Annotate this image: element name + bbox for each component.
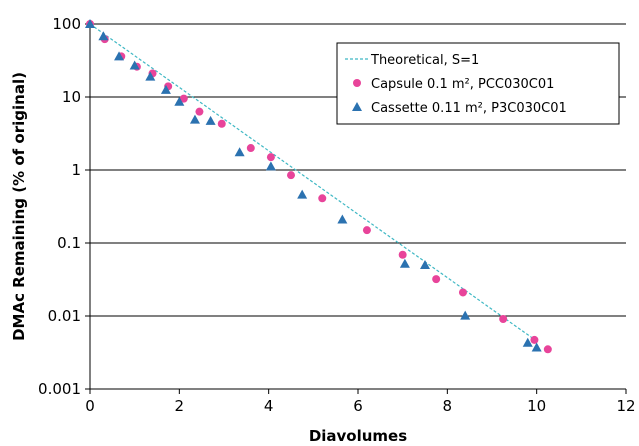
x-tick-label: 10 xyxy=(527,397,546,415)
cassette-point xyxy=(399,258,410,268)
x-tick-label: 2 xyxy=(175,397,185,415)
y-tick-label: 0.001 xyxy=(38,380,81,398)
tick-labels: 0.001 0.01 0.1 1 10 100 0 2 4 6 8 10 12 xyxy=(38,15,636,415)
cassette-point xyxy=(98,31,109,41)
y-tick-label: 10 xyxy=(62,88,81,106)
cassette-point xyxy=(460,310,471,320)
legend-circle-swatch xyxy=(353,79,361,87)
series-2 xyxy=(85,19,542,352)
cassette-point xyxy=(145,71,156,81)
legend-entry: Capsule 0.1 m², PCC030C01 xyxy=(371,77,554,92)
y-axis-label: DMAc Remaining (% of original) xyxy=(10,72,28,341)
capsule-point xyxy=(499,314,508,323)
capsule-point xyxy=(246,144,255,153)
legend-box xyxy=(336,42,620,125)
y-tick-label: 0.1 xyxy=(57,234,81,252)
capsule-point xyxy=(195,107,204,116)
cassette-point xyxy=(265,161,276,171)
legend-entry: Cassette 0.11 m², P3C030C01 xyxy=(371,101,567,116)
x-tick-label: 0 xyxy=(85,397,95,415)
capsule-point xyxy=(217,119,226,128)
cassette-point xyxy=(129,60,140,70)
capsule-point xyxy=(179,94,188,103)
capsule-point xyxy=(266,153,275,162)
cassette-point xyxy=(114,51,125,61)
theoretical-line xyxy=(89,23,538,342)
legend: Theoretical, S=1 Capsule 0.1 m², PCC030C0… xyxy=(336,42,620,125)
cassette-point xyxy=(174,96,185,106)
x-tick-label: 6 xyxy=(353,397,363,415)
y-tick-label: 100 xyxy=(52,15,81,33)
cassette-point xyxy=(297,189,308,199)
x-tick-label: 12 xyxy=(616,397,635,415)
cassette-point xyxy=(420,259,430,269)
cassette-point xyxy=(205,115,216,125)
data-series xyxy=(85,19,552,354)
cassette-point xyxy=(234,147,245,157)
capsule-point xyxy=(362,226,371,235)
capsule-point xyxy=(530,335,539,344)
capsule-point xyxy=(287,171,295,180)
legend-entry: Theoretical, S=1 xyxy=(370,53,479,68)
cassette-point xyxy=(522,337,533,347)
y-tick-label: 0.01 xyxy=(48,307,81,325)
capsule-point xyxy=(318,194,327,203)
cassette-point xyxy=(531,342,542,352)
capsule-point xyxy=(398,250,407,259)
x-tick-label: 4 xyxy=(264,397,274,415)
cassette-point xyxy=(337,214,348,224)
cassette-point xyxy=(160,84,171,94)
x-axis-label: Diavolumes xyxy=(309,427,407,445)
y-tick-label: 1 xyxy=(71,161,81,179)
capsule-point xyxy=(432,275,441,284)
capsule-point xyxy=(458,288,467,297)
legend-triangle-swatch xyxy=(352,102,362,111)
cassette-point xyxy=(189,114,200,124)
capsule-point xyxy=(543,345,552,354)
series-0 xyxy=(89,23,538,342)
axes xyxy=(85,23,627,394)
cassette-point xyxy=(85,19,95,28)
x-tick-label: 8 xyxy=(443,397,453,415)
